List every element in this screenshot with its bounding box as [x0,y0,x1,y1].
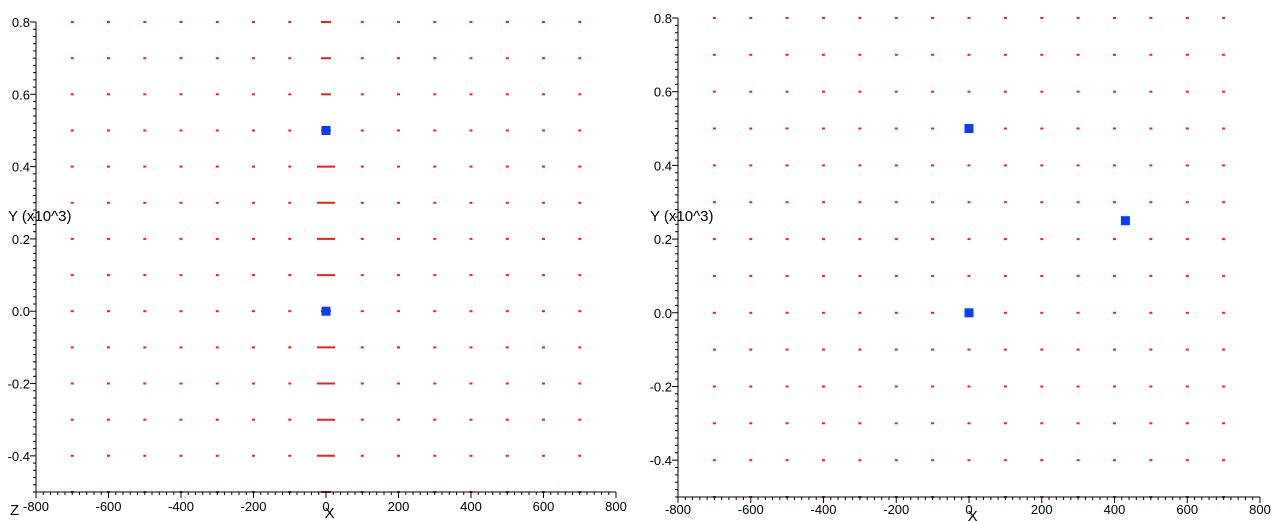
x-tick-label: 400 [1104,502,1126,517]
data-point [964,124,974,133]
vector-field [70,21,582,493]
y-axis-title: Y (x10^3) [8,208,71,225]
x-tick-label: -800 [23,499,49,514]
x-tick-label: 0 [322,499,329,514]
x-tick-label: 600 [533,499,555,514]
x-tick-label: 600 [1176,502,1198,517]
x-tick-label: -400 [810,502,836,517]
x-tick-label: 800 [1249,502,1271,517]
data-point [1120,216,1130,226]
data-point [964,308,974,318]
y-tick-label: -0.2 [650,379,672,394]
vector-field [712,17,1226,498]
x-tick-label: -400 [168,499,194,514]
x-tick-label: -600 [738,502,764,517]
y-tick-label: 0.2 [12,232,30,247]
x-tick-label: -800 [665,502,691,517]
x-tick-label: -200 [883,502,909,517]
x-tick-label: -600 [95,499,121,514]
x-axis-title: X [325,505,335,521]
data-point [321,306,331,316]
y-tick-label: -0.4 [650,453,672,468]
x-tick-label: 200 [1031,502,1053,517]
x-tick-label: 0 [965,502,972,517]
y-tick-label: 0.2 [654,232,672,247]
y-tick-label: 0.6 [12,87,30,102]
y-tick-label: 0.4 [12,160,30,175]
y-tick-label: 0.4 [654,158,672,173]
y-tick-label: 0.8 [12,15,30,30]
y-tick-label: 0.0 [654,306,672,321]
x-tick-label: -200 [240,499,266,514]
x-tick-label: 800 [605,499,627,514]
z-axis-title: Z [10,502,19,519]
y-tick-label: 0.0 [12,304,30,319]
left-chart-panel: -800 -600 -400 -200 0 200 400 600 800 -0.4 -0.2 0.0… [8,15,627,521]
y-tick-label: 0.6 [654,85,672,100]
right-chart-panel: -800 -600 -400 -200 0 200 400 600 800 -0.4 -0.2 0.0… [650,11,1271,521]
data-point [321,126,331,135]
x-tick-label: 400 [460,499,482,514]
x-tick-label: 200 [388,499,410,514]
y-tick-label: 0.8 [654,11,672,26]
y-tick-label: -0.4 [8,449,30,464]
y-axis-title: Y (x10^3) [650,208,713,225]
x-axis-title: X [968,508,978,521]
y-tick-label: -0.2 [8,377,30,392]
